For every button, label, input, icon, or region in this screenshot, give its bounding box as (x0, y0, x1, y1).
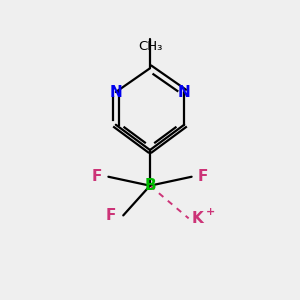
Text: N: N (178, 85, 190, 100)
Text: N: N (110, 85, 122, 100)
Text: F: F (198, 169, 208, 184)
Text: K: K (192, 211, 203, 226)
Text: F: F (105, 208, 116, 223)
Text: CH₃: CH₃ (138, 40, 162, 53)
Text: F: F (92, 169, 102, 184)
Text: B: B (144, 178, 156, 193)
Text: +: + (206, 207, 216, 217)
